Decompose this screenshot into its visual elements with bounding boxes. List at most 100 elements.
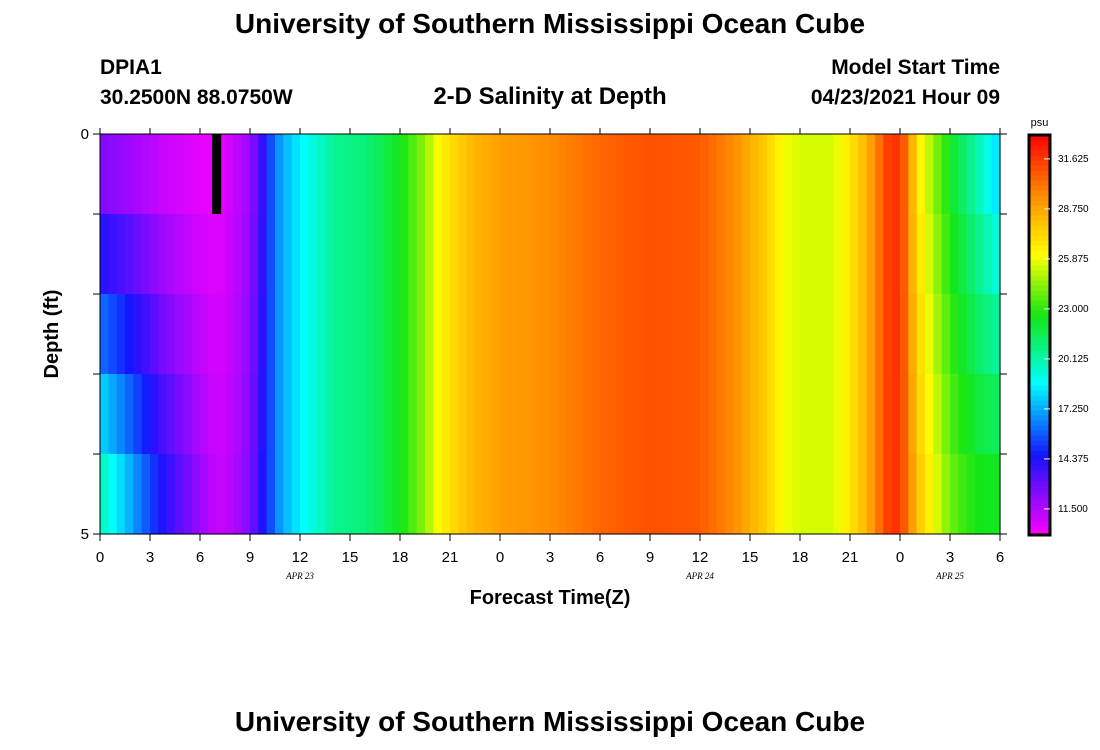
heatmap-cell: [725, 214, 734, 295]
heatmap-cell: [975, 294, 984, 375]
heatmap-cell: [358, 134, 368, 215]
heatmap-cell: [991, 294, 1001, 375]
heatmap-cell: [250, 454, 259, 535]
heatmap-cell: [833, 134, 843, 215]
heatmap-cell: [466, 374, 476, 455]
heatmap-cell: [875, 134, 884, 215]
colorbar-cell: [1029, 495, 1050, 501]
x-tick-label: 6: [596, 549, 604, 566]
colorbar-frame: [1027, 133, 1052, 537]
colorbar-cell: [1029, 230, 1050, 236]
heatmap-cell: [483, 374, 493, 455]
heatmap-cell: [100, 374, 109, 455]
colorbar-cell: [1029, 305, 1050, 311]
heatmap-cell: [216, 214, 226, 295]
x-tick-label: 21: [442, 549, 459, 566]
heatmap-cell: [316, 454, 326, 535]
heatmap-cell: [716, 294, 726, 375]
x-tick-label: 21: [842, 549, 859, 566]
x-tick-label: 6: [196, 549, 204, 566]
heatmap-cell: [550, 134, 559, 215]
heatmap-cell: [333, 454, 343, 535]
heatmap-cell: [141, 214, 151, 295]
heatmap-cell: [366, 214, 376, 295]
heatmap-cell: [408, 134, 418, 215]
heatmap-cell: [750, 294, 759, 375]
heatmap-cell: [291, 134, 301, 215]
heatmap-cell: [916, 374, 926, 455]
heatmap-cell: [808, 374, 818, 455]
heatmap-cell: [991, 454, 1001, 535]
heatmap-cell: [500, 374, 509, 455]
heatmap-cell: [391, 374, 401, 455]
heatmap-cell: [725, 294, 734, 375]
heatmap-cell: [416, 374, 426, 455]
heatmap-cell: [141, 134, 151, 215]
colorbar-cell: [1029, 515, 1050, 521]
heatmap-cell: [108, 374, 118, 455]
colorbar-cell: [1029, 350, 1050, 356]
heatmap-cell: [258, 374, 268, 455]
heatmap-cell: [175, 214, 184, 295]
heatmap-cell: [150, 294, 159, 375]
colorbar-tick-label: 14.375: [1058, 454, 1089, 465]
heatmap-cell: [266, 374, 276, 455]
heatmap-cell: [508, 134, 518, 215]
heatmap-cell: [658, 374, 668, 455]
colorbar-cell: [1029, 155, 1050, 161]
heatmap-cell: [383, 294, 393, 375]
heatmap-cell: [516, 134, 526, 215]
heatmap-cell: [533, 374, 543, 455]
heatmap-cell: [416, 454, 426, 535]
heatmap-cell: [841, 214, 851, 295]
heatmap-cell: [108, 134, 118, 215]
colorbar-cell: [1029, 530, 1050, 536]
heatmap-cell: [141, 454, 151, 535]
heatmap-cell: [716, 214, 726, 295]
colorbar-cell: [1029, 330, 1050, 336]
heatmap-cell: [900, 214, 909, 295]
heatmap-cell: [575, 294, 584, 375]
heatmap-cell: [883, 134, 893, 215]
heatmap-cell: [750, 374, 759, 455]
heatmap-cell: [391, 134, 401, 215]
x-tick-label: 12: [692, 549, 709, 566]
heatmap-cell: [108, 294, 118, 375]
heatmap-cell: [575, 454, 584, 535]
heatmap-cell: [475, 214, 484, 295]
colorbar-cell: [1029, 445, 1050, 451]
heatmap-cell: [658, 454, 668, 535]
heatmap-cell: [341, 134, 351, 215]
heatmap-cell: [500, 214, 509, 295]
heatmap-cell: [591, 374, 601, 455]
heatmap-cell: [375, 294, 384, 375]
model-start-value: 04/23/2021 Hour 09: [810, 86, 1000, 109]
heatmap-cell: [408, 454, 418, 535]
heatmap-cell: [341, 454, 351, 535]
heatmap-cell: [850, 214, 859, 295]
heatmap-cell: [900, 134, 909, 215]
heatmap-cell: [958, 294, 968, 375]
footer-title: University of Southern Mississippi Ocean…: [234, 706, 866, 737]
heatmap-cell: [350, 214, 359, 295]
heatmap-cell: [983, 294, 993, 375]
colorbar-tick-label: 11.500: [1058, 504, 1088, 515]
heatmap-cell: [566, 134, 576, 215]
heatmap-cell: [758, 374, 768, 455]
heatmap-cell: [891, 454, 901, 535]
heatmap-cell: [258, 214, 268, 295]
heatmap-cell: [158, 374, 168, 455]
heatmap-cell: [150, 454, 159, 535]
heatmap-cell: [100, 134, 109, 215]
heatmap-cell: [641, 214, 651, 295]
heatmap-cell: [891, 294, 901, 375]
heatmap-cell: [825, 214, 834, 295]
x-tick-label: 9: [246, 549, 254, 566]
heatmap-cell: [258, 294, 268, 375]
heatmap-cell: [491, 454, 501, 535]
colorbar-cell: [1029, 340, 1050, 346]
heatmap-cell: [691, 454, 701, 535]
heatmap-cell: [383, 134, 393, 215]
heatmap-cell: [133, 374, 143, 455]
colorbar-cell: [1029, 500, 1050, 506]
